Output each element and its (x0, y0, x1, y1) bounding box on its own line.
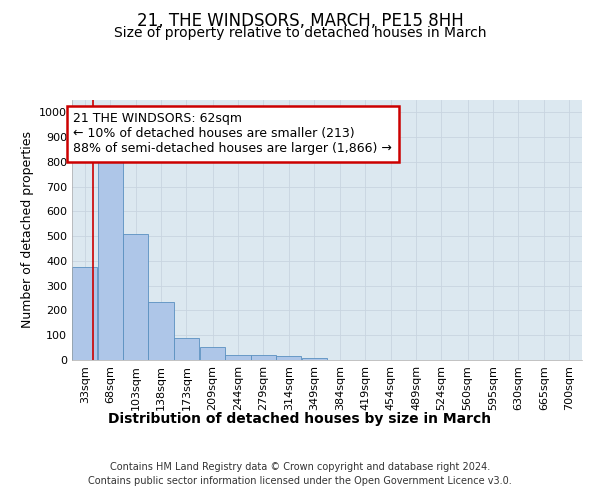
Bar (148, 302, 173, 360)
Text: Contains HM Land Registry data © Crown copyright and database right 2024.: Contains HM Land Registry data © Crown c… (110, 462, 490, 472)
Text: Contains public sector information licensed under the Open Government Licence v3: Contains public sector information licen… (88, 476, 512, 486)
Bar (123, 234, 148, 360)
Bar (72, 267, 97, 360)
Bar (98, 157, 122, 360)
Y-axis label: Number of detached properties: Number of detached properties (20, 132, 34, 328)
Text: 21, THE WINDSORS, MARCH, PE15 8HH: 21, THE WINDSORS, MARCH, PE15 8HH (137, 12, 463, 30)
Bar (200, 347, 225, 360)
Text: Distribution of detached houses by size in March: Distribution of detached houses by size … (109, 412, 491, 426)
Bar (226, 355, 251, 360)
Bar (251, 355, 276, 360)
Bar (277, 356, 301, 360)
Bar (302, 358, 327, 360)
Bar (174, 338, 199, 360)
Text: 21 THE WINDSORS: 62sqm
← 10% of detached houses are smaller (213)
88% of semi-de: 21 THE WINDSORS: 62sqm ← 10% of detached… (73, 112, 392, 156)
Text: Size of property relative to detached houses in March: Size of property relative to detached ho… (114, 26, 486, 40)
